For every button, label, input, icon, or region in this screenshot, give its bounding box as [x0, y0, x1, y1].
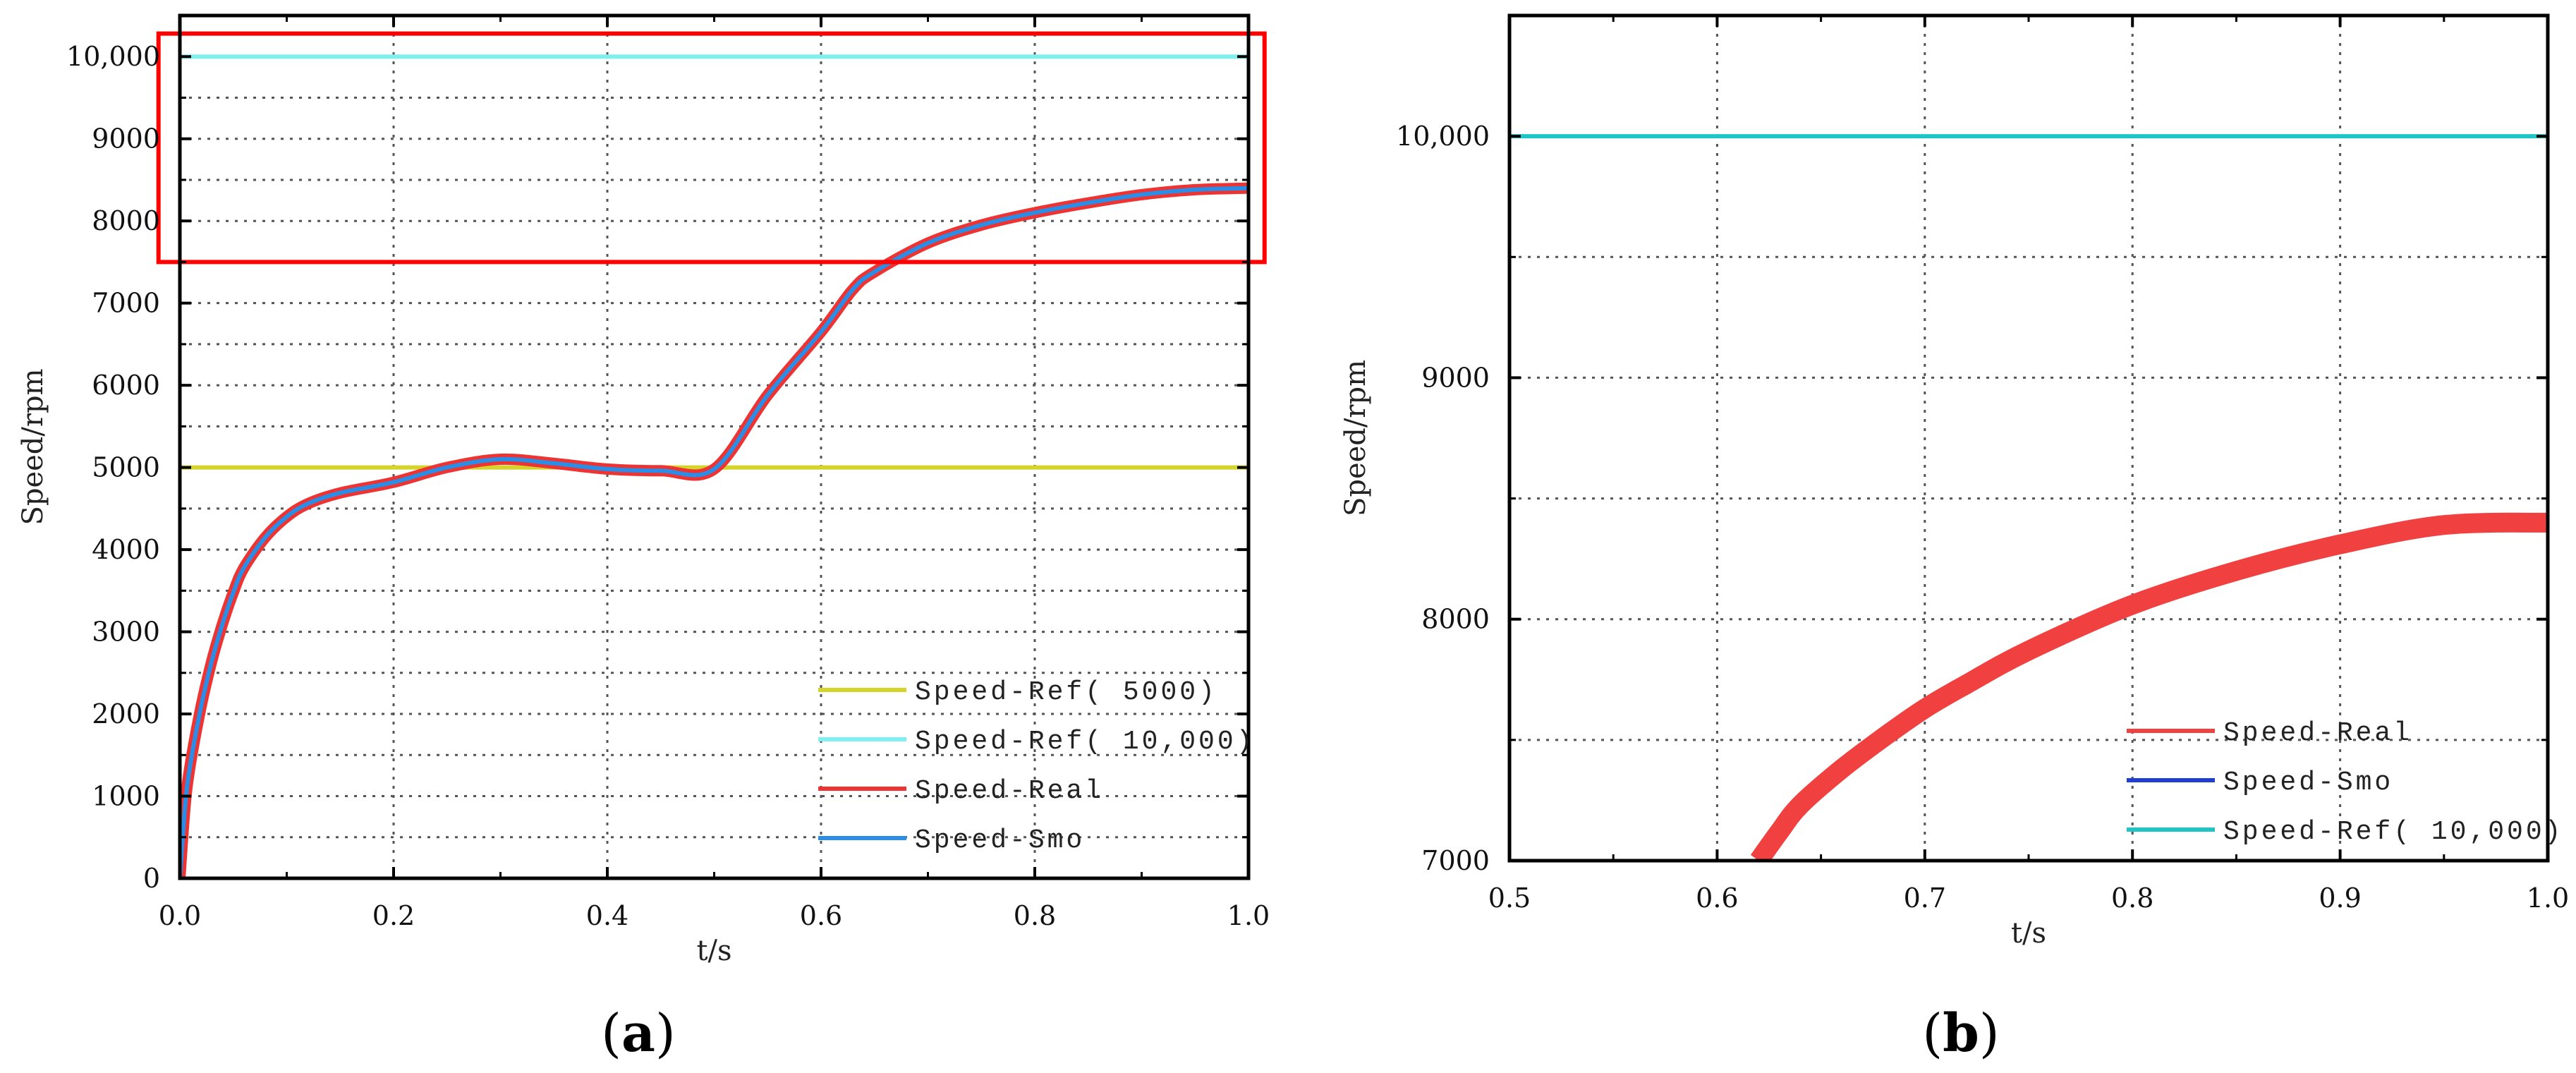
x-tick-label: 1.0	[2527, 883, 2569, 914]
y-tick-label: 10,000	[1396, 121, 1490, 152]
y-axis-title: Speed/rpm	[17, 368, 49, 525]
legend-label: Speed-Real	[915, 776, 1104, 806]
chart-panel-a: 0.0 0.2 0.4 0.6 0.8 1.0 0 1000 2000 3000 4000 5000 6…	[17, 13, 1270, 967]
x-tick-label: 0.5	[1488, 883, 1531, 914]
y-axis-title: Speed/rpm	[1339, 360, 1372, 516]
caption-a: (a)	[601, 1003, 676, 1064]
legend: Speed-Ref( 5000) Speed-Ref( 10,000) Speed-…	[818, 677, 1255, 856]
y-tick-label: 8000	[1421, 604, 1490, 635]
series-group	[1509, 134, 2548, 861]
caption-b-letter: b	[1943, 1003, 1979, 1064]
x-tick-label: 0.7	[1904, 883, 1946, 914]
legend-label: Speed-Real	[2223, 718, 2412, 748]
y-tick-label: 1000	[92, 781, 160, 812]
y-tick-label: 9000	[92, 123, 160, 154]
x-tick-label: 0.6	[800, 900, 842, 931]
y-tick-label: 10,000	[66, 41, 160, 72]
legend-label: Speed-Smo	[915, 825, 1085, 856]
x-tick-label: 0.2	[372, 900, 415, 931]
caption-b: (b)	[1922, 1003, 2000, 1064]
x-tick-label: 0.8	[2111, 883, 2153, 914]
legend-label: Speed-Ref( 10,000)	[915, 727, 1255, 757]
y-tick-label: 5000	[92, 452, 160, 483]
series-line-speed-real	[180, 182, 1248, 878]
y-tick-label: 3000	[92, 617, 160, 648]
series-line-speed-real	[1750, 512, 2548, 861]
caption-a-letter: a	[621, 1003, 655, 1064]
legend-label: Speed-Ref( 10,000)	[2223, 817, 2563, 847]
y-tick-label: 8000	[92, 205, 160, 236]
x-tick-label: 0.0	[159, 900, 201, 931]
x-tick-label: 0.4	[586, 900, 628, 931]
chart-panel-b: 0.5 0.6 0.7 0.8 0.9 1.0 7000 8000 9000 10,000 t/s S…	[1339, 13, 2569, 950]
y-tick-label: 6000	[92, 370, 160, 401]
y-tick-label: 7000	[92, 288, 160, 319]
legend: Speed-Real Speed-Smo Speed-Ref( 10,000)	[2127, 718, 2563, 847]
y-tick-label: 2000	[92, 698, 160, 729]
x-axis-title: t/s	[696, 935, 731, 967]
legend-label: Speed-Ref( 5000)	[915, 677, 1217, 708]
x-tick-label: 0.9	[2319, 883, 2361, 914]
series-group	[180, 54, 1248, 878]
y-tick-label: 9000	[1421, 362, 1490, 393]
series-line-speed-smo	[180, 186, 1248, 878]
highlight-box	[156, 31, 1267, 265]
x-tick-label: 0.8	[1014, 900, 1056, 931]
y-tick-label: 4000	[92, 534, 160, 565]
y-tick-label: 7000	[1421, 845, 1490, 876]
y-tick-label: 0	[143, 863, 160, 894]
x-tick-label: 1.0	[1227, 900, 1270, 931]
x-axis-title: t/s	[2011, 917, 2046, 950]
x-tick-label: 0.6	[1696, 883, 1738, 914]
legend-label: Speed-Smo	[2223, 768, 2393, 798]
